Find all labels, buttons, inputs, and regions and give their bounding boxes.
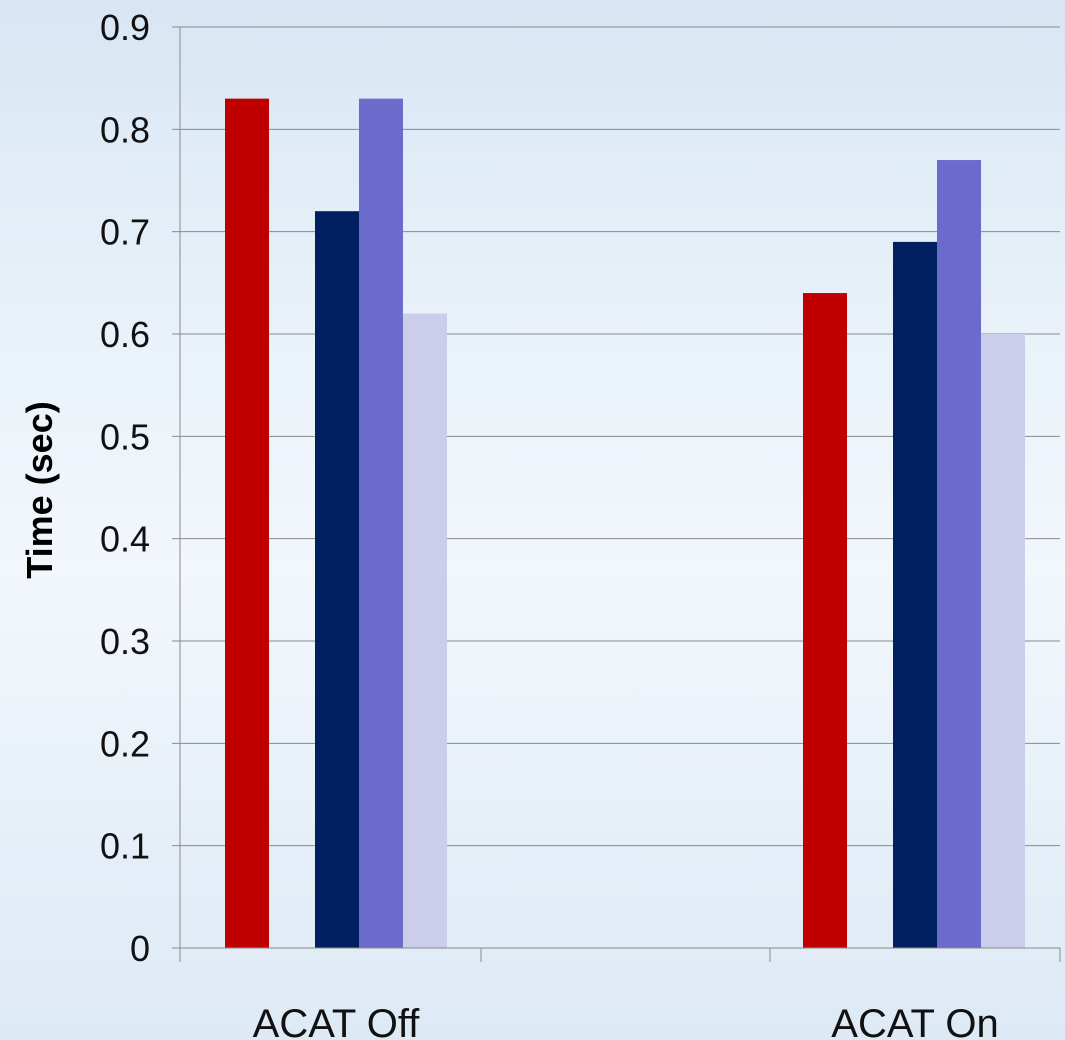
labels: 0 0.1 0.2 0.3 0.4 0.5 0.6 0.7 0.8 0.9 ACAT Off ACAT… xyxy=(100,7,999,1040)
x-category-label: ACAT Off xyxy=(253,1002,421,1040)
axes xyxy=(172,26,1061,962)
x-category-label: ACAT On xyxy=(831,1002,998,1040)
y-tick-label: 0.2 xyxy=(100,723,150,764)
bar xyxy=(803,293,847,949)
y-tick-label: 0.4 xyxy=(100,519,150,560)
bar xyxy=(315,211,359,948)
bar xyxy=(981,334,1025,948)
bar xyxy=(403,313,447,948)
y-tick-label: 0.1 xyxy=(100,826,150,867)
y-tick-label: 0.8 xyxy=(100,109,150,150)
bar xyxy=(893,241,937,948)
bars xyxy=(225,98,1025,949)
y-tick-label: 0.6 xyxy=(100,314,150,355)
bar xyxy=(937,160,981,949)
y-tick-label: 0 xyxy=(130,928,150,969)
y-tick-label: 0.5 xyxy=(100,416,150,457)
y-tick-label: 0.3 xyxy=(100,621,150,662)
bar xyxy=(359,98,403,949)
y-tick-label: 0.7 xyxy=(100,212,150,253)
y-tick-label: 0.9 xyxy=(100,7,150,48)
bar xyxy=(225,98,269,949)
y-axis-title: Time (sec) xyxy=(19,401,60,578)
